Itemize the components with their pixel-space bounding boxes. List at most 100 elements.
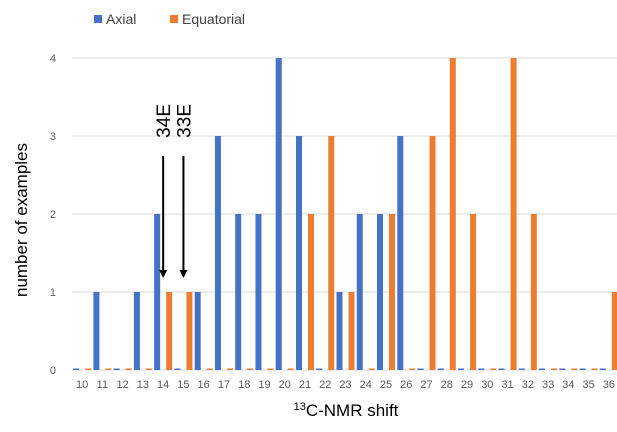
bar-axial-24 [356, 214, 363, 370]
x-tick-label: 31 [501, 379, 513, 391]
x-tick-label: 25 [380, 379, 392, 391]
bar-axial-13 [133, 292, 140, 370]
bar-axial-18 [235, 214, 242, 370]
x-tick-label: 19 [258, 379, 270, 391]
bar-axial-20 [275, 58, 282, 370]
bar-equatorial-32 [530, 214, 537, 370]
bar-equatorial-26 [409, 368, 416, 370]
bar-equatorial-35 [591, 368, 598, 370]
bar-axial-17 [214, 136, 221, 370]
bar-axial-36 [599, 368, 606, 370]
bar-equatorial-28 [449, 58, 456, 370]
bar-equatorial-23 [348, 292, 355, 370]
x-tick-label: 29 [461, 379, 473, 391]
x-tick-label: 17 [218, 379, 230, 391]
bar-equatorial-33 [551, 368, 558, 370]
bar-axial-29 [458, 368, 465, 370]
x-tick-label: 23 [339, 379, 351, 391]
x-tick-label: 32 [522, 379, 534, 391]
x-tick-label: 21 [299, 379, 311, 391]
x-tick-label: 35 [582, 379, 594, 391]
bar-equatorial-36 [611, 292, 617, 370]
bar-equatorial-30 [490, 368, 497, 370]
bar-equatorial-21 [307, 214, 314, 370]
bar-axial-27 [417, 368, 424, 370]
bar-equatorial-13 [145, 368, 152, 370]
bar-equatorial-18 [247, 368, 254, 370]
bar-equatorial-15 [186, 292, 193, 370]
annotations: 34E 33E [154, 104, 195, 278]
bar-axial-35 [579, 368, 586, 370]
x-tick-label: 13 [137, 379, 149, 391]
x-axis-title-text: C-NMR shift [306, 401, 399, 420]
x-tick-label: 28 [441, 379, 453, 391]
x-tick-label: 14 [157, 379, 169, 391]
x-tick-label: 22 [319, 379, 331, 391]
x-tick-label: 18 [238, 379, 250, 391]
bar-axial-31 [498, 368, 505, 370]
bar-axial-21 [295, 136, 302, 370]
x-tick-label: 20 [279, 379, 291, 391]
x-tick-label: 36 [603, 379, 615, 391]
bar-equatorial-29 [470, 214, 477, 370]
bar-equatorial-11 [105, 368, 112, 370]
bar-equatorial-12 [125, 368, 132, 370]
bar-equatorial-31 [510, 58, 517, 370]
x-tick-label: 12 [117, 379, 129, 391]
y-tick-label: 1 [50, 287, 56, 299]
bar-equatorial-27 [429, 136, 436, 370]
y-tick-label: 0 [50, 365, 56, 377]
y-tick-label: 2 [50, 209, 56, 221]
y-tick-label: 3 [50, 131, 56, 143]
bar-equatorial-34 [571, 368, 578, 370]
x-tick-labels: 10 11 12 13 14 15 16 17 18 19 20 21 22 23 24 25 26 27 28 29… [76, 379, 615, 391]
bar-axial-30 [478, 368, 485, 370]
x-tick-label: 10 [76, 379, 88, 391]
bar-axial-15 [174, 368, 181, 370]
bar-equatorial-25 [389, 214, 396, 370]
bar-axial-23 [336, 292, 343, 370]
x-axis-title: 13C-NMR shift [294, 401, 399, 420]
bar-axial-10 [73, 368, 80, 370]
bar-axial-25 [377, 214, 384, 370]
y-tick-labels: 0 1 2 3 4 [50, 53, 56, 377]
y-tick-label: 4 [50, 53, 56, 65]
x-tick-label: 24 [360, 379, 372, 391]
legend-swatch [94, 15, 102, 23]
x-tick-label: 11 [97, 379, 108, 391]
bar-equatorial-10 [85, 368, 92, 370]
legend-swatch [170, 15, 178, 23]
x-axis-title-superscript: 13 [294, 401, 306, 413]
x-tick-label: 34 [562, 379, 574, 391]
annotation-33E: 33E [174, 104, 195, 138]
bar-axial-12 [113, 368, 120, 370]
legend-label: Equatorial [182, 11, 245, 27]
x-tick-label: 33 [542, 379, 554, 391]
bar-equatorial-24 [368, 368, 375, 370]
bar-axial-19 [255, 214, 262, 370]
y-axis-title: number of examples [12, 143, 31, 297]
x-tick-label: 27 [420, 379, 432, 391]
bar-equatorial-14 [166, 292, 173, 370]
bar-axial-14 [154, 214, 161, 370]
x-tick-label: 30 [481, 379, 493, 391]
bar-axial-28 [437, 368, 444, 370]
x-tick-label: 15 [177, 379, 189, 391]
legend: Axial Equatorial [94, 11, 245, 27]
bar-equatorial-17 [226, 368, 233, 370]
bar-axial-34 [559, 368, 566, 370]
bar-axial-22 [316, 368, 323, 370]
bar-axial-26 [397, 136, 404, 370]
bar-equatorial-16 [206, 368, 213, 370]
bar-axial-16 [194, 292, 201, 370]
bar-axial-11 [93, 292, 100, 370]
bar-equatorial-22 [328, 136, 335, 370]
bars [73, 58, 617, 370]
annotation-34E: 34E [154, 104, 175, 138]
bar-axial-32 [518, 368, 525, 370]
legend-label: Axial [106, 11, 136, 27]
x-tick-label: 26 [400, 379, 412, 391]
bar-equatorial-19 [267, 368, 274, 370]
bar-axial-33 [539, 368, 546, 370]
